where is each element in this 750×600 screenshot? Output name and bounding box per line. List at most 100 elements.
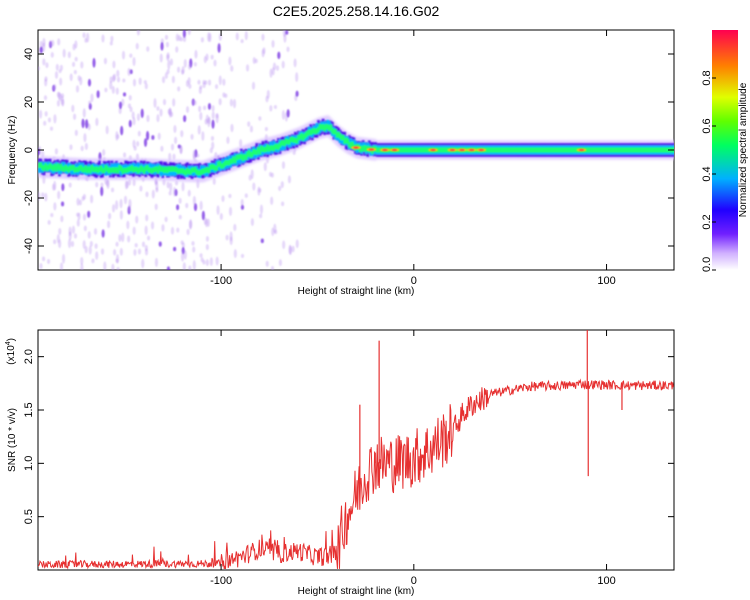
noise-speck bbox=[50, 52, 54, 58]
noise-speck bbox=[159, 53, 163, 63]
ridge-slice bbox=[104, 166, 108, 176]
noise-speck bbox=[74, 56, 78, 62]
ridge-slice bbox=[320, 124, 323, 130]
noise-speck bbox=[178, 214, 182, 220]
ridge-slice bbox=[142, 168, 146, 174]
noise-speck bbox=[143, 80, 147, 85]
noise-speck bbox=[114, 200, 119, 210]
noise-speck bbox=[116, 134, 120, 140]
ridge-slice bbox=[253, 149, 257, 155]
hotspot-core bbox=[391, 148, 398, 152]
ridge-slice bbox=[523, 147, 527, 153]
hotspot-core bbox=[468, 148, 475, 152]
noise-speck bbox=[212, 178, 216, 185]
noise-speck bbox=[207, 79, 212, 86]
noise-speck bbox=[157, 132, 161, 140]
ridge-slice bbox=[492, 147, 496, 153]
noise-speck bbox=[275, 65, 280, 71]
noise-speck bbox=[182, 30, 186, 38]
noise-speck bbox=[80, 256, 84, 265]
ridge-slice bbox=[189, 169, 192, 175]
ridge-slice bbox=[423, 147, 427, 153]
noise-speck bbox=[105, 179, 110, 187]
noise-speck bbox=[54, 71, 59, 79]
noise-speck bbox=[84, 142, 88, 151]
noise-speck bbox=[230, 123, 234, 133]
ridge-slice bbox=[38, 162, 41, 169]
ridge-slice bbox=[121, 168, 125, 174]
noise-speck bbox=[183, 58, 187, 68]
ridge-slice bbox=[528, 147, 532, 153]
ridge-slice bbox=[486, 147, 490, 153]
ridge-slice bbox=[216, 161, 220, 168]
noise-speck bbox=[42, 37, 46, 47]
ridge-slice bbox=[568, 147, 572, 153]
ridge-slice bbox=[53, 163, 57, 169]
ridge-slice bbox=[406, 147, 410, 153]
noise-speck bbox=[132, 226, 136, 235]
ridge-slice bbox=[207, 163, 211, 173]
ridge-slice bbox=[244, 154, 248, 161]
ridge-slice bbox=[128, 166, 132, 172]
noise-speck bbox=[73, 233, 78, 239]
y-tick-label: 1.0 bbox=[23, 456, 35, 471]
ridge-slice bbox=[640, 147, 644, 153]
noise-speck bbox=[73, 70, 77, 75]
noise-speck bbox=[105, 125, 109, 135]
ridge-slice bbox=[221, 158, 225, 168]
noise-speck bbox=[153, 98, 157, 108]
noise-speck bbox=[169, 58, 174, 66]
ridge-slice bbox=[173, 166, 177, 172]
y-tick-label: 0 bbox=[23, 147, 35, 153]
ridge-slice bbox=[64, 164, 68, 170]
noise-speck bbox=[277, 51, 281, 60]
ridge-slice bbox=[589, 147, 593, 153]
noise-speck bbox=[43, 95, 48, 101]
noise-speck bbox=[136, 30, 140, 36]
noise-speck bbox=[101, 34, 105, 43]
noise-speck bbox=[96, 90, 100, 99]
noise-speck bbox=[46, 258, 51, 265]
ridge-slice bbox=[358, 147, 362, 153]
noise-speck bbox=[82, 240, 86, 249]
noise-speck bbox=[100, 248, 105, 255]
ridge-slice bbox=[156, 168, 160, 174]
spectrogram-axes: -100 0 100 -40 -20 0 20 40 bbox=[23, 30, 674, 287]
noise-speck bbox=[164, 34, 169, 40]
colorbar-gradient bbox=[712, 30, 738, 270]
ridge-slice bbox=[349, 143, 353, 149]
ridge-slice bbox=[218, 160, 222, 167]
ridge-slice bbox=[441, 147, 445, 153]
ridge-slice bbox=[79, 164, 83, 171]
ridge-slice bbox=[536, 147, 539, 153]
colorbar-tick-label: 0.6 bbox=[701, 118, 713, 133]
noise-speck bbox=[83, 132, 87, 143]
y-tick-label: 20 bbox=[23, 96, 35, 108]
noise-speck bbox=[155, 187, 159, 193]
noise-speck bbox=[229, 98, 233, 107]
noise-speck bbox=[128, 94, 132, 101]
noise-speck bbox=[122, 152, 127, 158]
ridge-slice bbox=[42, 165, 46, 172]
ridge-slice bbox=[554, 147, 558, 153]
x-tick-label: 0 bbox=[411, 275, 417, 287]
ridge-slice bbox=[201, 168, 205, 174]
ridge-slice bbox=[196, 170, 200, 176]
ridge-slice bbox=[144, 165, 148, 172]
ridge-slice bbox=[593, 147, 596, 153]
noise-speck bbox=[109, 81, 113, 90]
ridge-slice bbox=[101, 167, 105, 174]
noise-speck bbox=[69, 144, 73, 151]
ridge-slice bbox=[150, 168, 154, 174]
ridge-slice bbox=[545, 147, 549, 153]
noise-speck bbox=[87, 210, 91, 218]
ridge-slice bbox=[297, 135, 300, 141]
ridge-slice bbox=[502, 147, 505, 153]
noise-speck bbox=[269, 68, 273, 78]
ridge-slice bbox=[118, 164, 121, 171]
noise-speck bbox=[250, 218, 255, 227]
ridge-slice bbox=[250, 151, 254, 157]
noise-speck bbox=[44, 192, 48, 202]
ridge-slice bbox=[300, 133, 303, 139]
ridge-slice bbox=[261, 146, 265, 153]
